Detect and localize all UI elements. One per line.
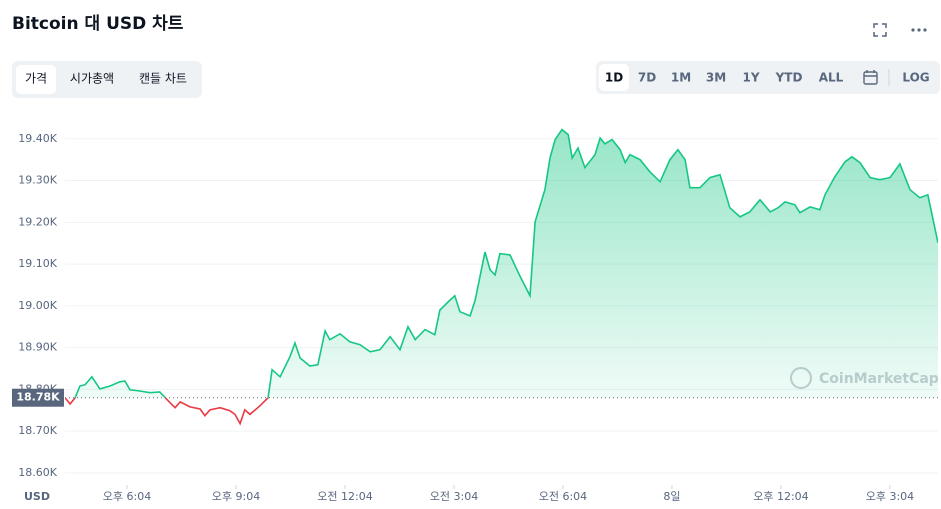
y-tick-label: 19.00K xyxy=(18,299,57,312)
tab-active xyxy=(16,65,56,94)
y-unit: USD xyxy=(24,490,50,503)
x-tick-label: 오후 12:04 xyxy=(753,490,808,503)
title: Bitcoin 대 USD 차트 xyxy=(12,14,184,34)
x-tick-label: 오후 9:04 xyxy=(212,490,260,503)
x-tick-label: 오후 6:04 xyxy=(103,490,151,503)
y-tick-label: 19.20K xyxy=(18,215,57,228)
tab[interactable]: 시가총액 xyxy=(70,72,114,86)
range-button[interactable]: 7D xyxy=(638,71,656,85)
price-line-down xyxy=(65,397,269,426)
range-button[interactable]: 1M xyxy=(671,71,691,85)
log-button[interactable]: LOG xyxy=(902,71,929,85)
x-tick-label: 오전 6:04 xyxy=(539,490,587,503)
tab[interactable]: 캔들 차트 xyxy=(139,72,187,86)
baseline-label: 18.78K xyxy=(16,391,60,404)
range-active xyxy=(599,64,629,91)
range-button[interactable]: YTD xyxy=(775,71,803,85)
area xyxy=(65,129,938,398)
range-button[interactable]: 1Y xyxy=(742,71,759,85)
y-tick-label: 19.40K xyxy=(18,132,57,145)
range-button[interactable]: ALL xyxy=(819,71,844,85)
y-tick-label: 19.10K xyxy=(18,257,57,270)
x-tick-label: 오전 12:04 xyxy=(317,490,372,503)
y-tick-label: 18.90K xyxy=(18,341,57,354)
range-button[interactable]: 3M xyxy=(706,71,726,85)
y-tick-label: 18.70K xyxy=(18,424,57,437)
more-icon[interactable] xyxy=(911,28,927,32)
baseline-badge xyxy=(12,388,64,407)
calendar-icon[interactable] xyxy=(863,70,878,85)
x-tick-label: 오후 3:04 xyxy=(866,490,914,503)
range-group xyxy=(596,61,940,94)
chart: 18.60K18.70K18.80K18.90K19.00K19.10K19.2… xyxy=(12,128,939,503)
y-tick-label: 18.60K xyxy=(18,466,57,479)
fullscreen-icon[interactable] xyxy=(873,23,887,37)
y-tick-label: 19.30K xyxy=(18,174,57,187)
price-line-up xyxy=(65,128,938,398)
x-tick-label: 8일 xyxy=(663,489,680,503)
tab[interactable]: 가격 xyxy=(25,72,47,86)
range-button[interactable]: 1D xyxy=(605,71,623,85)
tab-group xyxy=(12,61,202,98)
x-tick-label: 오전 3:04 xyxy=(430,490,478,503)
